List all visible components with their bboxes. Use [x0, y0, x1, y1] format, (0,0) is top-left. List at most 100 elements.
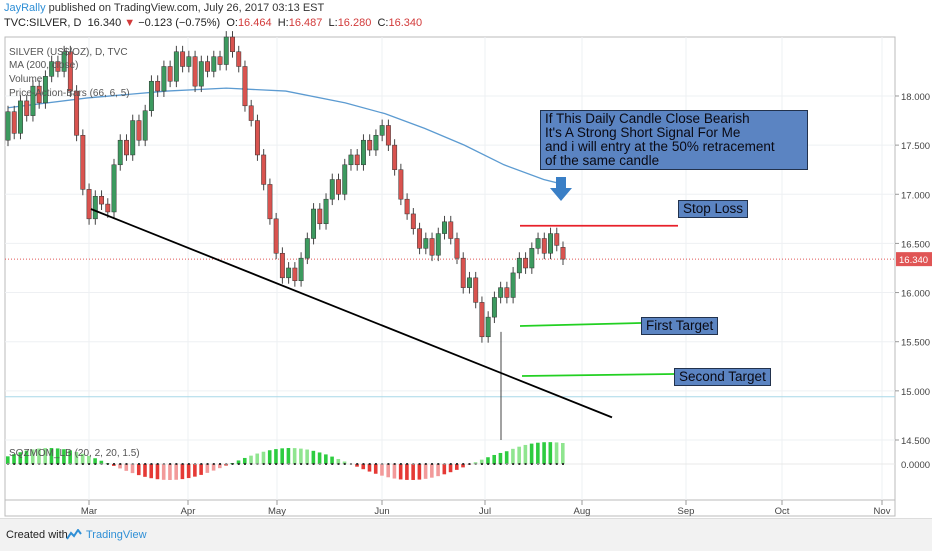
candle-body: [99, 196, 103, 204]
candle-body: [93, 196, 97, 219]
candle-body: [349, 155, 353, 165]
osc-bar: [287, 448, 291, 464]
osc-bar: [492, 455, 496, 464]
candle: [411, 208, 415, 235]
osc-dot: [313, 463, 315, 465]
candle-body: [330, 180, 334, 200]
candle-body: [455, 239, 459, 259]
osc-dot: [13, 463, 15, 465]
candle-body: [305, 239, 309, 259]
osc-dot: [144, 463, 146, 465]
price-chart[interactable]: 18.00017.50017.00016.50016.00015.50015.0…: [0, 0, 932, 518]
osc-bar: [511, 449, 515, 464]
candle-body: [530, 248, 534, 268]
candle: [367, 134, 371, 156]
ma200-line: [8, 88, 564, 184]
candle: [442, 216, 446, 240]
osc-dot: [288, 463, 290, 465]
osc-bar: [380, 464, 384, 476]
down-arrow-icon: [550, 177, 572, 201]
candle: [467, 272, 471, 294]
x-tick-label: Jul: [479, 506, 491, 517]
created-with-text: Created with: [6, 529, 68, 541]
signal-note-line: of the same candle: [545, 154, 803, 168]
osc-dot: [468, 463, 470, 465]
osc-dot: [338, 463, 340, 465]
candle-body: [542, 239, 546, 254]
osc-dot: [107, 463, 109, 465]
candle-body: [137, 121, 141, 141]
x-tick-label: May: [268, 506, 286, 517]
osc-dot: [113, 463, 115, 465]
osc-dot: [512, 463, 514, 465]
osc-dot: [300, 463, 302, 465]
osc-bar: [299, 449, 303, 464]
osc-bar: [399, 464, 403, 479]
second-target-label[interactable]: Second Target: [674, 368, 771, 386]
candle: [87, 183, 91, 224]
osc-dot: [175, 463, 177, 465]
candle-body: [367, 140, 371, 150]
osc-bar: [206, 464, 210, 473]
candle-body: [255, 121, 259, 155]
osc-bar: [149, 464, 153, 478]
candle: [361, 134, 365, 170]
candle: [131, 115, 135, 161]
osc-dot: [32, 463, 34, 465]
osc-bar: [318, 452, 322, 464]
candle: [530, 242, 534, 273]
osc-dot: [294, 463, 296, 465]
stop-loss-label[interactable]: Stop Loss: [678, 200, 748, 218]
osc-dot: [250, 463, 252, 465]
candle: [218, 51, 222, 71]
candle-body: [143, 111, 147, 140]
candle: [174, 46, 178, 87]
signal-note[interactable]: If This Daily Candle Close Bearish It's …: [540, 110, 808, 170]
osc-dot: [381, 463, 383, 465]
candle-body: [430, 239, 434, 256]
candle: [99, 190, 103, 210]
osc-dot: [431, 463, 433, 465]
osc-dot: [450, 463, 452, 465]
candle: [486, 311, 490, 342]
osc-bar: [137, 464, 141, 475]
legend-symbol: SILVER (US$/OZ), D, TVC: [9, 47, 128, 58]
osc-dot: [194, 463, 196, 465]
candle-body: [355, 155, 359, 165]
osc-dot: [350, 463, 352, 465]
osc-dot: [76, 463, 78, 465]
tradingview-logo-icon: [66, 529, 82, 541]
candle-body: [436, 234, 440, 256]
first-target-label[interactable]: First Target: [641, 317, 718, 335]
osc-dot: [456, 463, 458, 465]
osc-dot: [356, 463, 358, 465]
candle: [93, 190, 97, 224]
osc-dot: [157, 463, 159, 465]
candle-body: [261, 155, 265, 184]
osc-bar: [330, 457, 334, 464]
osc-bar: [536, 443, 540, 464]
osc-dot: [101, 463, 103, 465]
osc-dot: [475, 463, 477, 465]
candle-body: [492, 297, 496, 317]
osc-bar: [530, 444, 534, 464]
osc-dot: [556, 463, 558, 465]
candle: [205, 56, 209, 78]
candle-body: [380, 125, 384, 135]
osc-dot: [387, 463, 389, 465]
candle: [555, 228, 559, 252]
osc-dot: [481, 463, 483, 465]
candle-body: [311, 209, 315, 238]
tradingview-link[interactable]: TradingView: [86, 529, 147, 541]
osc-dot: [94, 463, 96, 465]
legend-sqzmom: SQZMOM_LB (20, 2, 20, 1.5): [9, 448, 140, 459]
candle: [386, 120, 390, 151]
osc-dot: [38, 463, 40, 465]
osc-bar: [486, 457, 490, 464]
x-tick-label: Sep: [678, 506, 695, 517]
osc-dot: [119, 463, 121, 465]
osc-dot: [425, 463, 427, 465]
signal-note-line: It's A Strong Short Signal For Me: [545, 126, 803, 140]
candle-body: [517, 258, 521, 273]
y-tick-label: 16.500: [901, 239, 930, 250]
